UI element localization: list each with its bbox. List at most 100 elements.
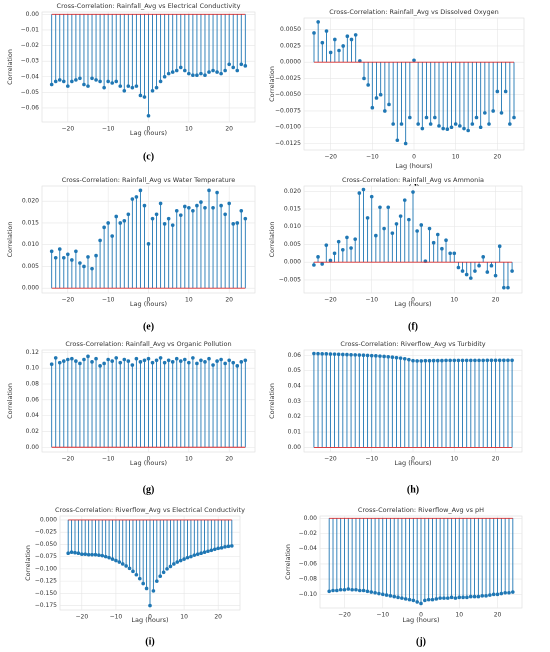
stem-marker — [114, 558, 118, 563]
stem-marker — [387, 102, 391, 107]
x-tick-label: −20 — [324, 154, 337, 161]
stem-marker — [415, 600, 419, 604]
stem-marker — [211, 363, 215, 367]
stem-marker — [411, 598, 416, 603]
y-tick-label: 0.12 — [26, 349, 40, 356]
stem-marker — [512, 115, 516, 120]
stem-marker — [223, 361, 227, 366]
stem-marker — [98, 79, 102, 84]
stem-marker — [118, 221, 123, 225]
stem-marker — [402, 356, 407, 361]
stem-marker — [403, 597, 408, 601]
stem-marker — [365, 353, 370, 358]
stem-marker — [502, 358, 506, 363]
stem-marker — [162, 222, 167, 226]
x-tick-label: 0 — [411, 297, 415, 304]
stem-marker — [199, 551, 203, 556]
stem-marker — [49, 82, 54, 87]
stem-marker — [124, 564, 128, 568]
stem-marker — [127, 566, 132, 571]
x-tick-label: 10 — [185, 456, 193, 463]
stem-marker — [175, 560, 180, 564]
stem-marker — [437, 124, 441, 128]
stem-marker — [78, 261, 82, 265]
stem-marker — [151, 589, 156, 593]
stem-marker — [142, 95, 147, 99]
stem-marker — [185, 555, 190, 560]
stem-marker — [178, 65, 183, 70]
stem-marker — [82, 82, 86, 87]
stem-marker — [146, 242, 151, 246]
y-axis-label: Correlation — [24, 545, 32, 581]
stem-marker — [102, 85, 106, 90]
stem-marker — [230, 544, 234, 548]
stem-marker — [134, 572, 139, 577]
stem-marker — [341, 352, 345, 357]
stem-marker — [361, 187, 366, 192]
stem-marker — [335, 588, 339, 593]
stem-marker — [195, 203, 199, 208]
panel: 0.000 −0.025 −0.050 −0.075 −0.100 −0.125 −0.15… — [24, 506, 245, 647]
y-tick-label: −0.06 — [21, 104, 40, 111]
y-tick-label: 0.0025 — [280, 42, 301, 49]
x-tick-label: −10 — [365, 297, 378, 304]
stem-marker — [337, 48, 341, 53]
y-tick-label: −0.075 — [35, 553, 57, 560]
chart-title: Cross-Correlation: Rainfall_Avg vs Ammon… — [342, 176, 484, 184]
stem-marker — [503, 89, 508, 94]
caption: (f) — [408, 321, 418, 332]
stem-marker — [419, 223, 424, 227]
stem-marker — [338, 587, 343, 592]
y-tick-label: 0.03 — [288, 398, 302, 405]
stem-marker — [199, 71, 203, 76]
stem-marker — [382, 354, 386, 359]
stem-marker — [212, 547, 217, 552]
stem-marker — [231, 360, 236, 365]
stem-marker — [122, 218, 127, 223]
stem-marker — [158, 574, 163, 579]
stem-marker — [49, 249, 54, 254]
stem-marker — [485, 270, 490, 274]
stem-marker — [324, 243, 329, 247]
y-tick-label: 0.020 — [284, 188, 301, 195]
stem-marker — [312, 31, 316, 35]
stem-marker — [187, 360, 191, 365]
y-tick-label: −0.025 — [35, 529, 57, 536]
stem-marker — [457, 595, 462, 600]
stem-marker — [481, 255, 485, 259]
stem-marker — [493, 273, 498, 278]
stem-marker — [452, 358, 457, 363]
stem-marker — [209, 548, 214, 553]
stem-marker — [458, 124, 462, 128]
stem-marker — [484, 594, 488, 598]
stem-marker — [445, 127, 450, 131]
stem-marker — [195, 552, 200, 556]
stem-marker — [464, 358, 469, 363]
stem-marker — [110, 234, 114, 238]
stem-marker — [174, 356, 179, 361]
stem-marker — [207, 356, 211, 361]
stem-marker — [402, 198, 407, 202]
x-axis-label: Lag (hours) — [130, 459, 167, 467]
stem-marker — [386, 354, 391, 359]
stem-marker — [215, 359, 219, 363]
stem-marker — [369, 353, 374, 358]
y-tick-label: 0.01 — [288, 429, 302, 436]
stem-marker — [57, 247, 62, 251]
y-tick-label: −0.0075 — [275, 107, 301, 114]
caption: (h) — [407, 484, 419, 495]
x-tick-label: 20 — [494, 154, 502, 161]
chart-title: Cross-Correlation: Rainfall_Avg vs Elect… — [57, 2, 241, 10]
x-tick-label: 0 — [147, 126, 151, 133]
stem-marker — [369, 194, 374, 199]
stem-marker — [408, 115, 412, 120]
stem-marker — [239, 360, 244, 364]
chart-title: Cross-Correlation: Riverflow_Avg vs pH — [358, 506, 484, 514]
stem-marker — [449, 595, 454, 600]
y-tick-label: 0.02 — [26, 428, 40, 435]
stem-marker — [416, 122, 420, 126]
chart-title: Cross-Correlation: Rainfall_Avg vs Organ… — [65, 340, 231, 348]
stem-marker — [435, 232, 440, 237]
stem-marker — [215, 70, 219, 74]
stem-marker — [86, 354, 90, 359]
